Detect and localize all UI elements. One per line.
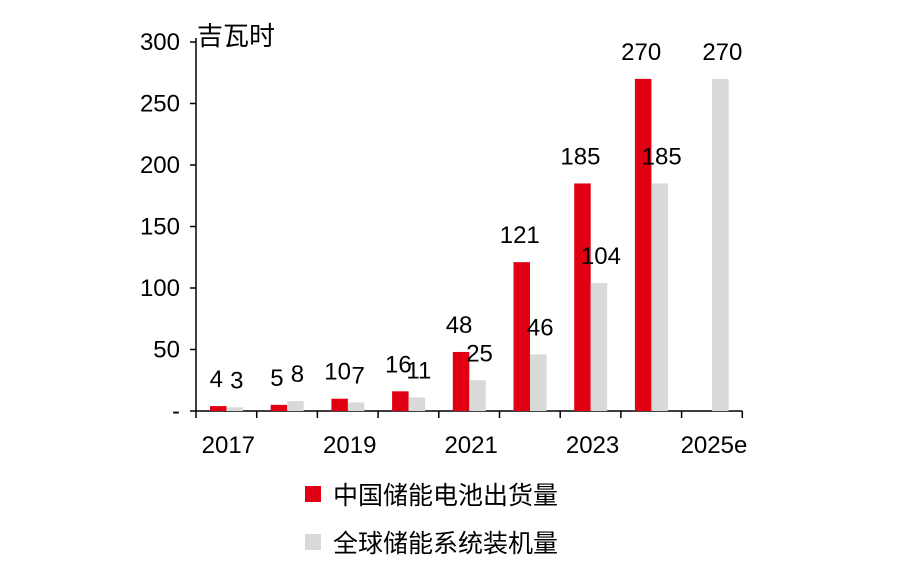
bar: [210, 406, 227, 411]
y-tick-label: 150: [140, 214, 180, 241]
bar: [287, 401, 304, 411]
legend-item-global: 全球储能系统装机量: [305, 524, 558, 560]
x-tick-label: 2021: [444, 432, 497, 459]
bar: [513, 262, 530, 411]
data-label: 25: [466, 340, 493, 367]
legend-label: 中国储能电池出货量: [333, 481, 559, 510]
bar: [331, 398, 348, 411]
data-label: 270: [702, 39, 742, 66]
bar: [712, 78, 729, 412]
y-tick-label: 250: [140, 91, 180, 118]
legend-swatch: [305, 486, 321, 502]
bar: [530, 354, 547, 411]
bar: [469, 380, 486, 411]
y-tick-label: 300: [140, 29, 180, 56]
bar: [392, 391, 409, 411]
data-label: 104: [581, 243, 621, 270]
x-tick-label: 2019: [323, 432, 376, 459]
data-label: 121: [500, 222, 540, 249]
bar: [408, 397, 426, 411]
bar: [226, 407, 243, 411]
data-label: 11: [406, 357, 431, 384]
data-label: 10: [324, 359, 351, 386]
data-label: 185: [642, 143, 682, 170]
bar: [270, 404, 288, 411]
data-label: 46: [527, 314, 554, 341]
data-label: 16: [385, 351, 412, 378]
bar: [634, 78, 652, 412]
data-label: 270: [621, 39, 661, 66]
data-label: 185: [560, 143, 600, 170]
bar: [590, 283, 608, 411]
unit-label: 吉瓦时: [197, 21, 275, 51]
bar: [347, 402, 365, 411]
x-tick-label: 2023: [566, 432, 619, 459]
y-tick-label: 100: [140, 275, 180, 302]
legend-swatch: [305, 534, 321, 550]
legend-label: 全球储能系统装机量: [333, 529, 559, 558]
data-label: 48: [446, 312, 473, 339]
data-label: 7: [351, 362, 364, 389]
data-label: 8: [291, 361, 304, 388]
y-tick-label: -: [172, 398, 180, 425]
data-label: 5: [270, 365, 283, 392]
legend-item-china: 中国储能电池出货量: [305, 476, 558, 512]
y-tick-label: 50: [153, 337, 180, 364]
bar: [452, 351, 470, 411]
x-tick-label: 2025e: [681, 432, 748, 459]
bar: [574, 183, 591, 411]
x-tick-label: 2017: [202, 432, 255, 459]
data-label: 3: [230, 367, 243, 394]
bar: [651, 183, 668, 411]
data-label: 4: [210, 366, 223, 393]
y-tick-label: 200: [140, 152, 180, 179]
